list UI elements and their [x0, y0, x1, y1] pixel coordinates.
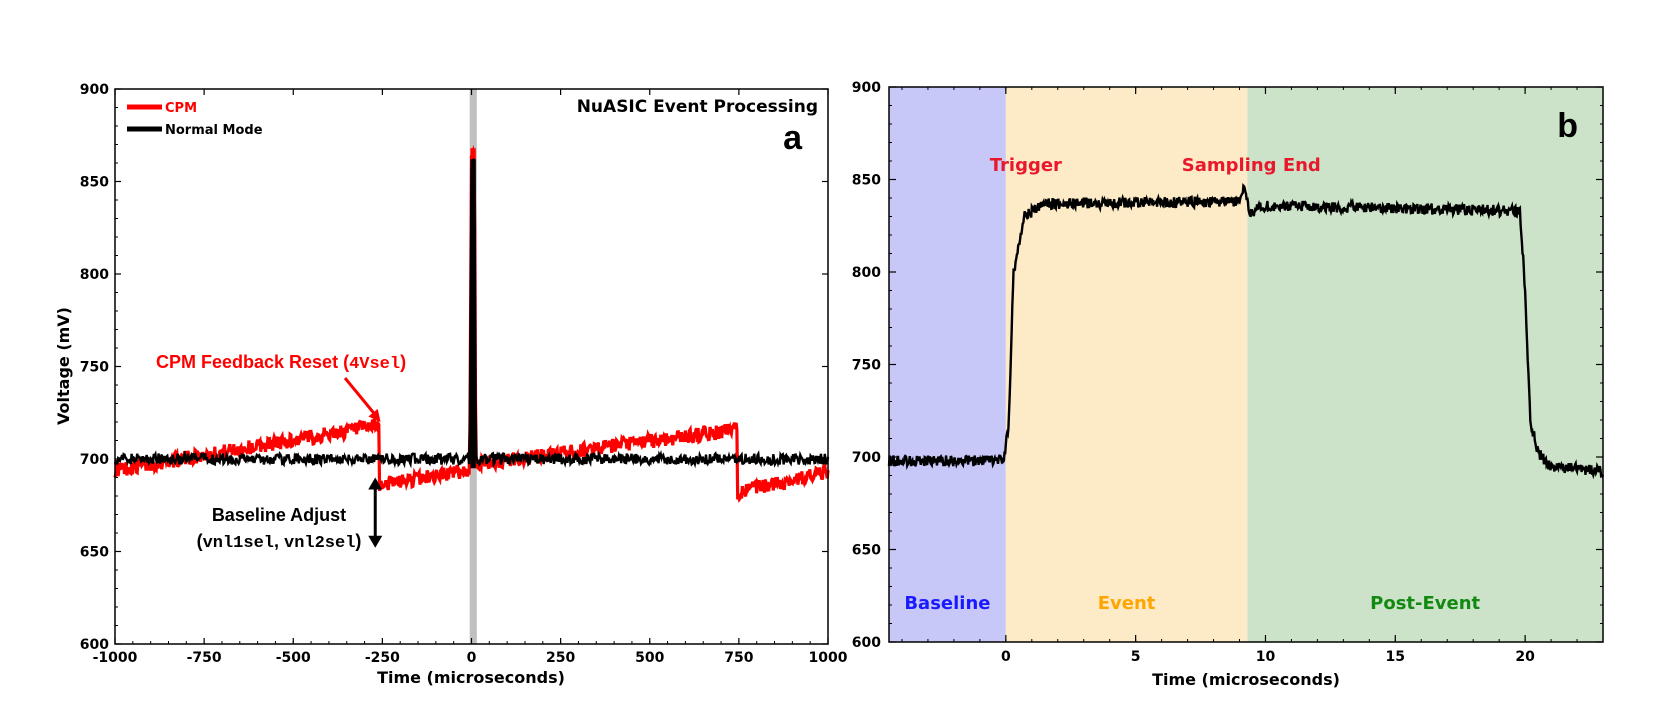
x-tick-label: 20 — [1515, 649, 1535, 665]
annotation-code-vnl1sel: vnl1sel — [203, 534, 274, 553]
annotation-reset-arrowhead — [368, 408, 381, 422]
y-tick-label: 650 — [80, 545, 109, 561]
x-tick-label: -1000 — [93, 650, 138, 666]
panel-a-series — [113, 144, 830, 503]
annotation-baseline-params: (vnl1sel, vnl2sel) — [197, 531, 362, 553]
region-baseline — [889, 87, 1006, 642]
marker-label-trigger: Trigger — [990, 155, 1062, 176]
y-tick-label: 700 — [80, 452, 109, 468]
x-tick-label: 0 — [467, 650, 477, 666]
y-tick-label: 650 — [852, 543, 881, 559]
x-tick-label: -500 — [276, 650, 311, 666]
y-tick-label: 700 — [852, 450, 881, 466]
panel-b: 0 5 10 15 20 600 650 700 750 800 850 900 Trigger Sam… — [852, 80, 1605, 689]
y-tick-label: 900 — [852, 80, 881, 96]
annotation-reset-text: CPM Feedback Reset ( — [156, 352, 349, 372]
x-tick-label: 750 — [724, 650, 753, 666]
double-arrow-head-up — [368, 477, 383, 490]
y-tick-label: 900 — [80, 82, 109, 98]
double-arrow-head-down — [368, 535, 383, 548]
annotation-baseline-sep: , — [274, 531, 284, 551]
y-tick-label: 850 — [852, 173, 881, 189]
marker-label-sampling-end: Sampling End — [1182, 155, 1321, 176]
annotation-baseline-double-arrow — [368, 477, 383, 548]
y-tick-label: 750 — [852, 358, 881, 374]
annotation-code-vnl2sel: vnl2sel — [284, 534, 355, 553]
annotation-reset-arrow — [343, 377, 376, 415]
x-tick-label: -250 — [365, 650, 400, 666]
series-line-signal — [887, 183, 1605, 480]
x-tick-label: 0 — [1001, 649, 1011, 665]
panel-a: -1000 -750 -500 -250 0 250 500 750 1000 600 650 700… — [54, 82, 848, 687]
panel-a-ticks: -1000 -750 -500 -250 0 250 500 750 1000 600 650 700… — [80, 82, 848, 666]
panel-b-region-labels: Baseline Event Post-Event — [904, 593, 1480, 614]
panel-b-markers: Trigger Sampling End — [990, 155, 1321, 176]
y-tick-label: 750 — [80, 360, 109, 376]
annotation-baseline-adjust: Baseline Adjust — [212, 505, 346, 525]
panel-b-ticks: 0 5 10 15 20 600 650 700 750 800 850 900 — [852, 80, 1604, 665]
region-label-baseline: Baseline — [904, 593, 990, 614]
x-tick-label: -750 — [187, 650, 222, 666]
panel-b-label: b — [1557, 107, 1578, 145]
x-tick-label: 500 — [635, 650, 664, 666]
y-tick-label: 850 — [80, 175, 109, 191]
y-tick-label: 800 — [852, 265, 881, 281]
panel-b-xlabel: Time (microseconds) — [1152, 670, 1340, 689]
panel-a-title: NuASIC Event Processing — [577, 97, 818, 117]
x-tick-label: 250 — [546, 650, 575, 666]
annotation-cpm-feedback-reset: CPM Feedback Reset (4Vsel) — [156, 352, 406, 374]
region-label-event: Event — [1098, 593, 1156, 614]
annotation-reset-code: 4Vsel — [349, 355, 400, 374]
panel-b-series — [887, 183, 1605, 480]
panel-a-ylabel: Voltage (mV) — [54, 307, 73, 425]
legend-label-normal-mode: Normal Mode — [165, 123, 263, 138]
panel-a-legend: CPM Normal Mode — [127, 101, 263, 138]
x-tick-label: 5 — [1131, 649, 1141, 665]
x-tick-label: 10 — [1256, 649, 1276, 665]
region-label-post-event: Post-Event — [1370, 593, 1480, 614]
y-tick-label: 800 — [80, 267, 109, 283]
annotation-baseline-close: ) — [355, 531, 361, 551]
panel-b-regions — [889, 87, 1603, 642]
y-tick-label: 600 — [852, 635, 881, 651]
panel-a-label: a — [783, 119, 803, 157]
panel-a-xlabel: Time (microseconds) — [377, 668, 565, 687]
series-spike-normal-mode — [470, 159, 476, 469]
annotation-reset-suffix: ) — [400, 352, 406, 372]
x-tick-label: 15 — [1386, 649, 1405, 665]
x-tick-label: 1000 — [809, 650, 848, 666]
y-tick-label: 600 — [80, 637, 109, 653]
annotation-baseline-open: ( — [197, 531, 203, 551]
region-post-event — [1247, 87, 1603, 642]
legend-label-cpm: CPM — [165, 101, 197, 116]
region-event — [1005, 87, 1248, 642]
